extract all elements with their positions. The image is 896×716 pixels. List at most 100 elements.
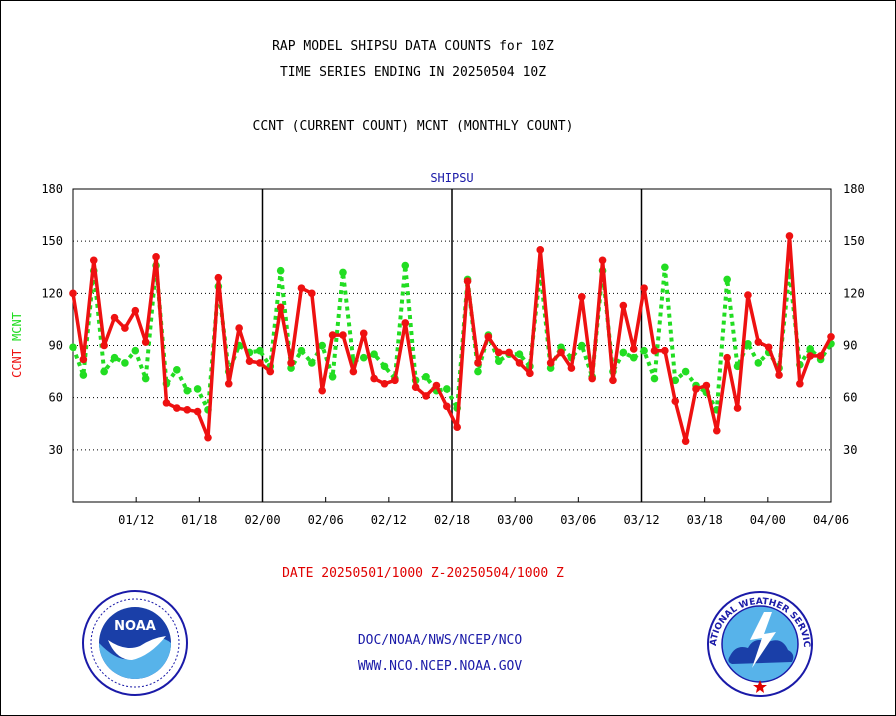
data-point-ccnt bbox=[411, 383, 420, 392]
data-point-ccnt bbox=[567, 364, 576, 372]
data-point-mcnt bbox=[629, 353, 638, 362]
data-point-ccnt bbox=[328, 331, 337, 339]
data-point-ccnt bbox=[796, 379, 804, 388]
data-point-ccnt bbox=[110, 313, 119, 322]
data-point-mcnt bbox=[276, 266, 285, 275]
data-point-mcnt bbox=[806, 345, 815, 353]
noaa-logo: NOAA bbox=[82, 590, 188, 696]
data-point-ccnt bbox=[391, 376, 399, 385]
y-tick-label-left: 180 bbox=[41, 182, 63, 196]
data-point-ccnt bbox=[484, 333, 493, 341]
data-point-mcnt bbox=[297, 346, 306, 355]
x-tick-label: 03/12 bbox=[623, 513, 659, 527]
x-tick-label: 03/18 bbox=[687, 513, 723, 527]
data-point-ccnt bbox=[100, 341, 108, 350]
data-point-ccnt bbox=[640, 284, 648, 292]
data-point-mcnt bbox=[671, 376, 680, 385]
data-point-mcnt bbox=[328, 373, 337, 381]
data-point-mcnt bbox=[640, 346, 648, 355]
chart-title-line-2: TIME SERIES ENDING IN 20250504 10Z bbox=[279, 65, 547, 80]
data-point-ccnt bbox=[193, 407, 202, 416]
data-point-ccnt bbox=[121, 324, 129, 332]
data-point-ccnt bbox=[629, 345, 638, 353]
data-point-ccnt bbox=[287, 359, 295, 367]
y-tick-label-right: 90 bbox=[843, 339, 857, 353]
data-point-mcnt bbox=[681, 367, 690, 376]
plot-title: SHIPSU bbox=[430, 171, 473, 185]
data-point-mcnt bbox=[141, 374, 150, 383]
data-point-ccnt bbox=[723, 353, 731, 362]
data-point-mcnt bbox=[515, 350, 524, 358]
data-point-mcnt bbox=[79, 371, 88, 379]
data-point-mcnt bbox=[308, 359, 316, 367]
x-tick-label: 03/00 bbox=[497, 513, 533, 527]
y-axis-label-ccnt: CCNT bbox=[10, 349, 24, 378]
data-point-ccnt bbox=[827, 333, 835, 341]
website-credit: WWW.NCO.NCEP.NOAA.GOV bbox=[357, 659, 523, 674]
y-tick-label-right: 180 bbox=[843, 182, 865, 196]
data-point-mcnt bbox=[474, 367, 482, 376]
data-point-ccnt bbox=[256, 359, 264, 367]
date-range-label: DATE 20250501/1000 Z-20250504/1000 Z bbox=[282, 566, 564, 581]
data-point-mcnt bbox=[110, 353, 119, 362]
data-point-ccnt bbox=[370, 374, 378, 383]
data-point-mcnt bbox=[173, 366, 181, 374]
data-point-mcnt bbox=[183, 386, 192, 395]
data-point-mcnt bbox=[577, 341, 586, 350]
data-point-ccnt bbox=[422, 392, 430, 400]
data-point-ccnt bbox=[712, 426, 721, 435]
y-tick-label-right: 150 bbox=[843, 234, 865, 248]
data-point-ccnt bbox=[557, 348, 565, 357]
data-point-ccnt bbox=[245, 357, 254, 365]
data-point-mcnt bbox=[318, 341, 327, 350]
data-point-ccnt bbox=[318, 386, 327, 395]
y-tick-label-left: 60 bbox=[49, 391, 63, 405]
data-point-ccnt bbox=[349, 367, 358, 376]
y-tick-label-left: 120 bbox=[41, 286, 63, 300]
data-point-mcnt bbox=[339, 268, 347, 277]
data-point-mcnt bbox=[422, 373, 430, 381]
data-point-ccnt bbox=[401, 319, 410, 327]
data-point-ccnt bbox=[432, 381, 441, 390]
data-point-mcnt bbox=[121, 359, 129, 367]
y-axis-label: CCNT MCNT bbox=[10, 312, 24, 378]
data-point-ccnt bbox=[733, 404, 742, 412]
y-tick-label-left: 30 bbox=[49, 443, 63, 457]
data-point-mcnt bbox=[754, 359, 763, 367]
x-tick-label: 04/06 bbox=[813, 513, 849, 527]
data-point-mcnt bbox=[287, 364, 295, 372]
data-point-ccnt bbox=[671, 397, 680, 405]
y-tick-label-left: 90 bbox=[49, 339, 63, 353]
data-point-mcnt bbox=[650, 374, 659, 383]
data-point-ccnt bbox=[141, 338, 150, 346]
data-point-ccnt bbox=[754, 338, 763, 346]
series-line-mcnt bbox=[71, 263, 833, 412]
data-point-ccnt bbox=[588, 374, 596, 383]
data-point-ccnt bbox=[204, 433, 212, 442]
data-point-ccnt bbox=[69, 289, 77, 298]
x-tick-label: 02/06 bbox=[308, 513, 344, 527]
data-point-mcnt bbox=[661, 263, 669, 272]
noaa-logo-text: NOAA bbox=[114, 619, 156, 634]
chart-subtitle: CCNT (CURRENT COUNT) MCNT (MONTHLY COUNT… bbox=[252, 119, 574, 134]
data-point-ccnt bbox=[224, 379, 233, 388]
chart-title-line-1: RAP MODEL SHIPSU DATA COUNTS for 10Z bbox=[272, 39, 554, 54]
data-point-ccnt bbox=[276, 303, 285, 312]
data-point-mcnt bbox=[370, 350, 378, 358]
data-point-ccnt bbox=[339, 331, 347, 339]
data-point-mcnt bbox=[619, 348, 628, 357]
data-point-mcnt bbox=[443, 385, 451, 393]
data-point-mcnt bbox=[744, 339, 752, 348]
data-point-ccnt bbox=[619, 301, 628, 310]
data-point-ccnt bbox=[515, 359, 524, 367]
data-point-ccnt bbox=[764, 343, 773, 352]
data-point-ccnt bbox=[816, 352, 825, 360]
data-point-ccnt bbox=[266, 367, 275, 376]
y-tick-label-right: 120 bbox=[843, 286, 865, 300]
data-point-ccnt bbox=[214, 273, 223, 282]
data-point-ccnt bbox=[494, 348, 503, 357]
data-point-ccnt bbox=[785, 232, 794, 240]
data-point-ccnt bbox=[775, 371, 783, 379]
